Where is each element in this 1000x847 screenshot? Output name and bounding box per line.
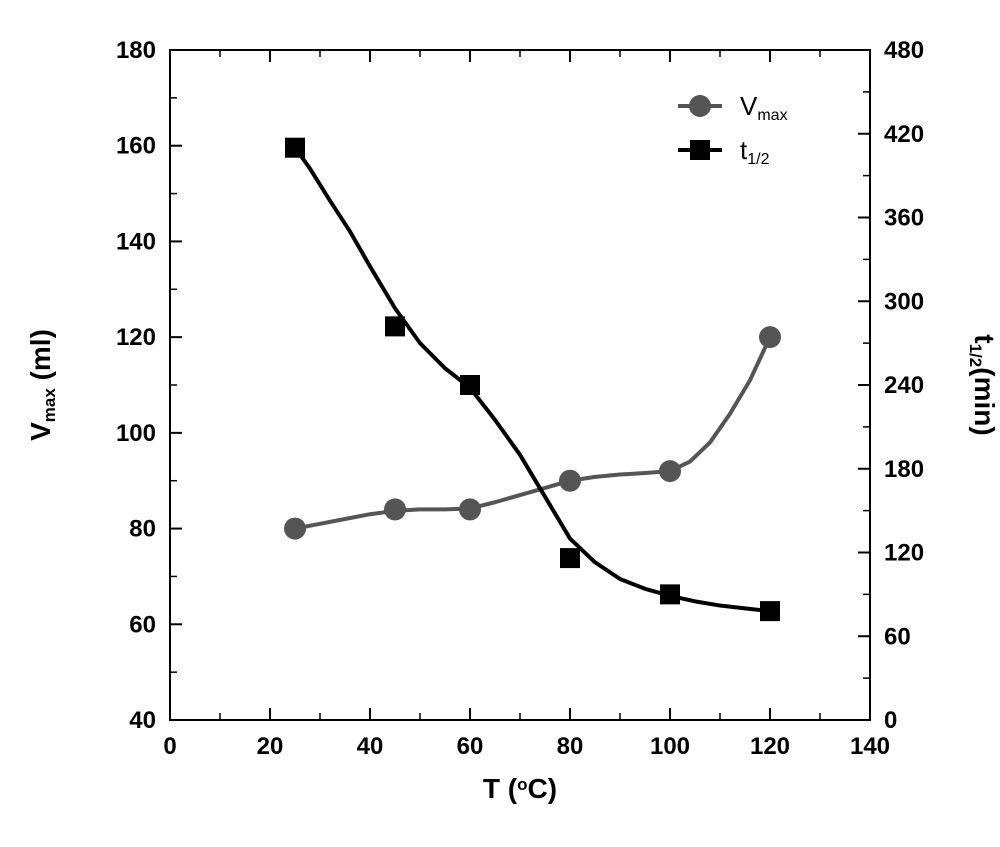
y-right-tick-label: 360 (884, 205, 924, 232)
y-left-tick-label: 80 (129, 516, 156, 543)
y-left-tick-label: 160 (116, 133, 156, 160)
legend-marker-vmax (689, 95, 711, 117)
y-right-tick-label: 0 (884, 707, 897, 734)
y-right-axis-label: t1/2(min) (966, 334, 1000, 435)
y-left-tick-label: 180 (116, 37, 156, 64)
y-right-tick-label: 120 (884, 540, 924, 567)
y-left-tick-label: 140 (116, 228, 156, 255)
x-tick-label: 120 (750, 733, 790, 760)
y-right-tick-label: 480 (884, 37, 924, 64)
y-left-tick-label: 60 (129, 611, 156, 638)
x-tick-label: 0 (163, 733, 176, 760)
y-right-tick-label: 300 (884, 288, 924, 315)
x-tick-label: 40 (357, 733, 384, 760)
legend-marker-thalf (690, 140, 710, 160)
y-left-tick-label: 100 (116, 420, 156, 447)
y-right-tick-label: 180 (884, 456, 924, 483)
x-tick-label: 100 (650, 733, 690, 760)
y-left-tick-label: 120 (116, 324, 156, 351)
x-axis-label: T (oC) (483, 773, 557, 804)
marker-vmax (284, 518, 306, 540)
y-left-tick-label: 40 (129, 707, 156, 734)
series-line-thalf (295, 148, 770, 611)
marker-thalf (660, 584, 680, 604)
y-right-tick-label: 240 (884, 372, 924, 399)
y-right-tick-label: 420 (884, 121, 924, 148)
series-line-vmax (295, 337, 770, 528)
x-tick-label: 20 (257, 733, 284, 760)
marker-vmax (559, 470, 581, 492)
dual-axis-chart: 0 20 40 60 80 100 120 140 T (oC) 40 60 80 100 120 140 1… (0, 0, 1000, 847)
x-tick-label: 140 (850, 733, 890, 760)
legend-label-vmax: Vmax (740, 91, 788, 124)
x-tick-label: 60 (457, 733, 484, 760)
marker-thalf (285, 138, 305, 158)
marker-thalf (760, 601, 780, 621)
marker-vmax (759, 326, 781, 348)
marker-vmax (659, 460, 681, 482)
legend-label-thalf: t1/2 (740, 135, 770, 168)
marker-thalf (385, 316, 405, 336)
chart-svg: 0 20 40 60 80 100 120 140 T (oC) 40 60 80 100 120 140 1… (0, 0, 1000, 847)
marker-thalf (460, 375, 480, 395)
y-left-axis-label: Vmax (ml) (25, 329, 59, 441)
marker-thalf (560, 548, 580, 568)
marker-vmax (459, 498, 481, 520)
marker-vmax (384, 498, 406, 520)
y-right-tick-label: 60 (884, 623, 911, 650)
x-tick-label: 80 (557, 733, 584, 760)
